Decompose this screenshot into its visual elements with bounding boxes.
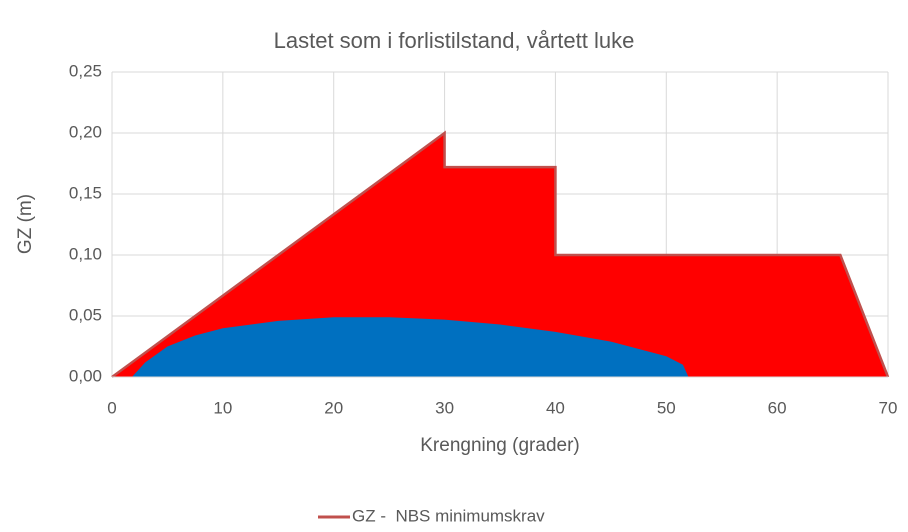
y-tick-label: 0,20 [69, 122, 102, 141]
area [131, 317, 689, 377]
y-tick-label: 0,05 [69, 305, 102, 324]
x-tick-label: 30 [435, 398, 454, 417]
x-axis-label: Krengning (grader) [420, 435, 579, 456]
y-axis-label: GZ (m) [15, 194, 36, 254]
legend-label: GZ - NBS minimumskrav [352, 506, 545, 525]
x-tick-label: 10 [213, 398, 232, 417]
x-tick-label: 20 [324, 398, 343, 417]
x-tick-label: 50 [657, 398, 676, 417]
y-tick-label: 0,00 [69, 366, 102, 385]
x-tick-label: 60 [768, 398, 787, 417]
x-tick-label: 40 [546, 398, 565, 417]
y-tick-label: 0,10 [69, 244, 102, 263]
area [112, 133, 888, 377]
area-line [111, 130, 890, 379]
x-tick-label: 70 [879, 398, 898, 417]
y-tick-label: 0,25 [69, 61, 102, 80]
y-tick-label: 0,15 [69, 183, 102, 202]
x-tick-label: 0 [107, 398, 116, 417]
chart-title: Lastet som i forlistilstand, vårtett luk… [274, 28, 635, 53]
